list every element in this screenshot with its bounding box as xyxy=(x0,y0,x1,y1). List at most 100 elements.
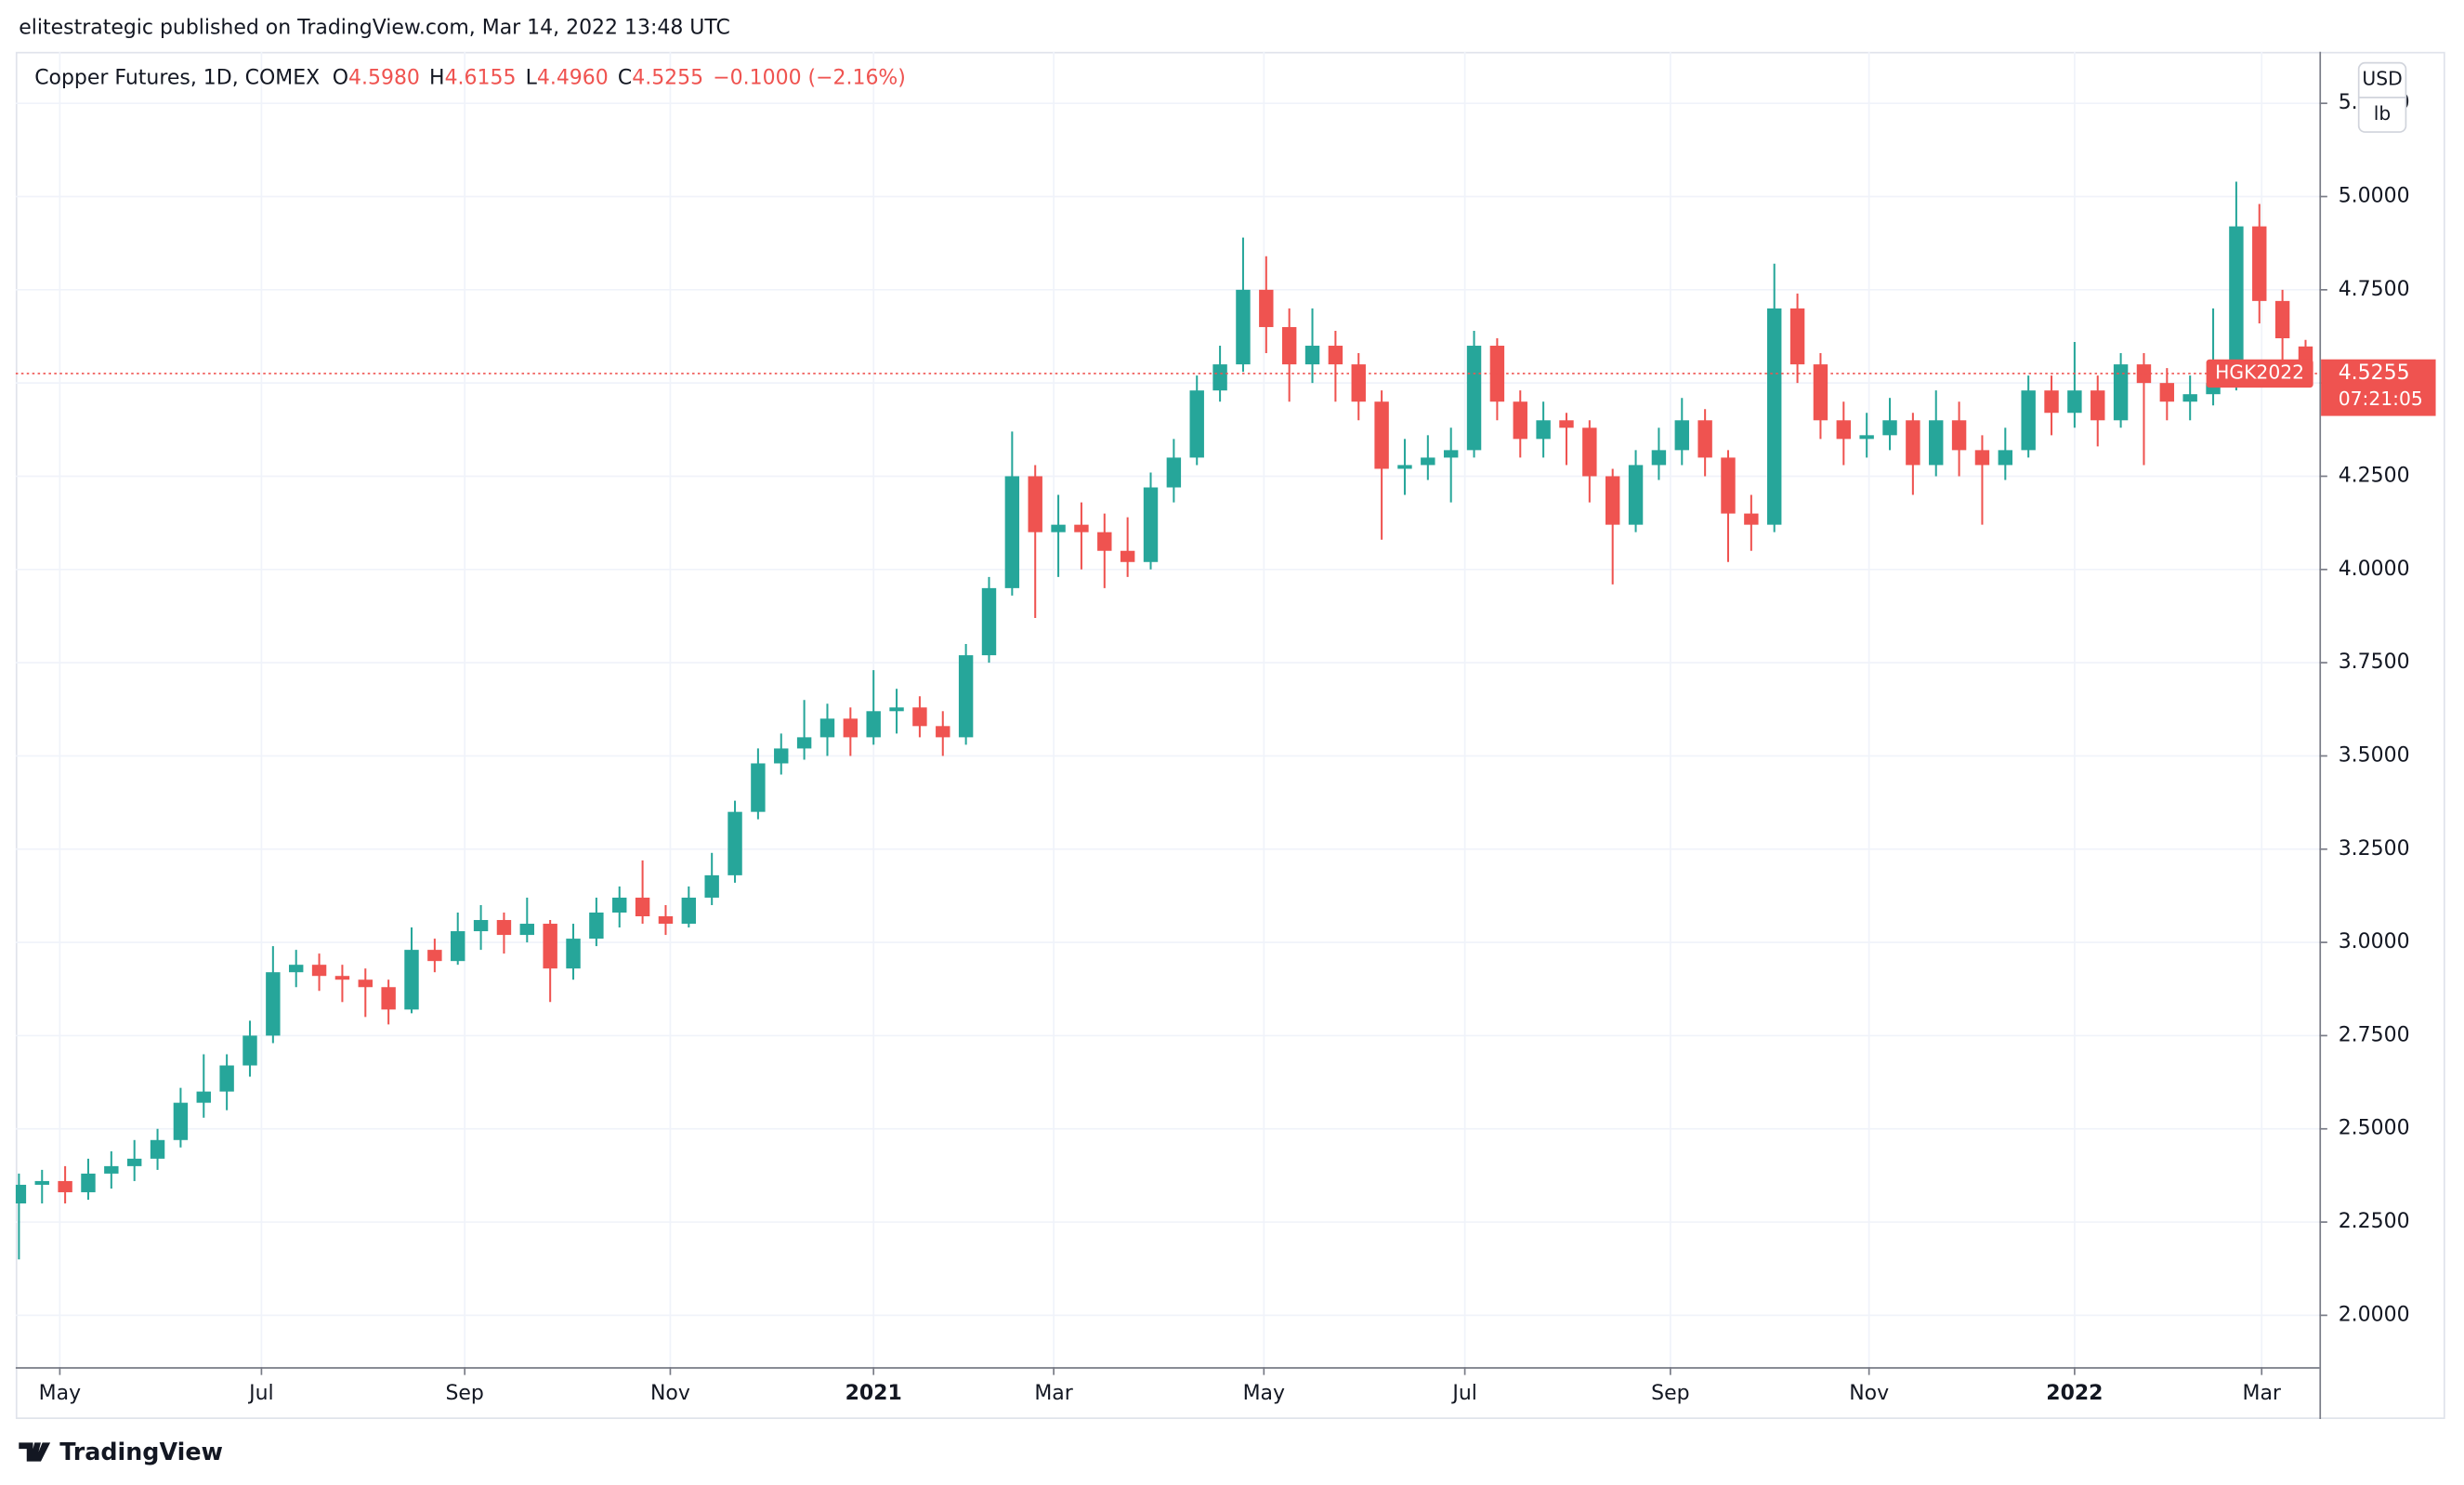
candle-body xyxy=(242,1035,257,1066)
ohlc-key: C xyxy=(618,67,632,90)
candle-body xyxy=(704,874,719,898)
y-tick-label: 2.7500 xyxy=(2339,1023,2410,1046)
candle-body xyxy=(589,912,604,940)
unit: lb xyxy=(2374,102,2392,125)
candle-body xyxy=(1674,420,1689,451)
candle-body xyxy=(1813,364,1828,421)
last-price: HGK2022 4.5255 07:21:05 xyxy=(15,359,2436,416)
price-label: 4.5255 xyxy=(2339,361,2410,385)
candle-body xyxy=(751,763,766,812)
candle-body xyxy=(519,924,535,936)
candle-body xyxy=(1421,457,1435,466)
x-tick-label: Nov xyxy=(650,1382,690,1405)
candle-body xyxy=(1559,420,1574,428)
x-tick-label: 2022 xyxy=(2046,1382,2103,1405)
candle-body xyxy=(658,916,674,925)
candle-body xyxy=(1304,346,1320,365)
brand-name: TradingView xyxy=(59,1438,223,1465)
candle-body xyxy=(1951,420,1967,451)
candle-body xyxy=(1836,420,1851,440)
y-tick-label: 4.0000 xyxy=(2339,558,2410,581)
candle-body xyxy=(150,1139,165,1159)
ohlc-value: 4.6155 xyxy=(445,67,517,90)
x-tick-label: 2021 xyxy=(845,1382,902,1405)
candle-body xyxy=(1004,476,1020,588)
ohlc-key: O xyxy=(333,67,348,90)
chart-frame xyxy=(15,51,2445,1419)
candle-body xyxy=(1351,364,1366,402)
candle-body xyxy=(451,931,465,962)
y-tick-label: 5.0000 xyxy=(2339,185,2410,208)
candle-body xyxy=(358,979,373,988)
candle-body xyxy=(1721,457,1736,514)
candle-body xyxy=(173,1102,189,1140)
candle-body xyxy=(1143,487,1159,562)
brand-logo: TradingView xyxy=(19,1438,223,1465)
candle-body xyxy=(912,707,927,727)
candle-body xyxy=(566,939,581,969)
candle-body xyxy=(334,976,350,980)
candle-body xyxy=(2252,226,2267,301)
countdown-label: 07:21:05 xyxy=(2339,388,2423,410)
candle-body xyxy=(2182,394,2197,402)
candle-body xyxy=(1097,532,1112,551)
ohlc-value: 4.4960 xyxy=(537,67,609,90)
axes: 2.0000 2.2500 2.5000 2.7500 3.0000 3.2500 3.50… xyxy=(39,91,2410,1405)
y-tick-label: 3.0000 xyxy=(2339,930,2410,953)
candle-body xyxy=(1536,420,1551,440)
x-tick-label: Nov xyxy=(1849,1382,1889,1405)
candle-body xyxy=(1120,550,1135,562)
candle-body xyxy=(1744,513,1759,525)
candle-body xyxy=(1466,346,1482,451)
candle-body xyxy=(381,987,396,1010)
candle-body xyxy=(1166,457,1182,488)
candle-body xyxy=(1074,524,1089,532)
candle-body xyxy=(727,811,742,875)
candle-body xyxy=(1397,465,1412,469)
candle-body xyxy=(404,950,419,1010)
candle-body xyxy=(1443,450,1459,458)
candle-body xyxy=(936,726,950,738)
candle-body xyxy=(543,924,557,969)
candle-body xyxy=(2136,364,2152,384)
candle-body xyxy=(1328,346,1343,365)
candle-body xyxy=(796,737,812,749)
candle-body xyxy=(1028,476,1042,532)
y-tick-label: 3.5000 xyxy=(2339,743,2410,767)
candle-body xyxy=(126,1158,142,1166)
x-tick-label: Mar xyxy=(1034,1382,1073,1405)
y-tick-label: 3.2500 xyxy=(2339,837,2410,861)
candle-body xyxy=(196,1091,211,1103)
candle-body xyxy=(1236,289,1251,365)
x-tick-label: Jul xyxy=(247,1382,274,1405)
x-tick-label: Sep xyxy=(445,1382,483,1405)
candle-body xyxy=(681,897,697,925)
candle-body xyxy=(1998,450,2013,466)
symbol: Copper Futures, 1D, COMEX xyxy=(34,67,320,90)
candle-body xyxy=(15,1184,27,1204)
candle-body xyxy=(1259,289,1274,327)
candle-body xyxy=(2067,390,2082,414)
legend-line: Copper Futures, 1D, COMEX O4.5980 H4.6155 L… xyxy=(34,67,906,90)
x-tick-label: Sep xyxy=(1651,1382,1689,1405)
candle-body xyxy=(2274,300,2290,338)
ohlc-value: 4.5255 xyxy=(632,67,703,90)
candle-body xyxy=(1789,308,1805,365)
candle-body xyxy=(2021,390,2036,451)
candle-body xyxy=(889,707,904,712)
candle-body xyxy=(1513,401,1527,440)
candle-body xyxy=(496,920,512,936)
x-tick-label: May xyxy=(39,1382,81,1405)
candle-body xyxy=(266,972,281,1036)
change: −0.1000 (−2.16%) xyxy=(713,67,906,90)
candle-body xyxy=(843,718,858,738)
x-tick-label: Mar xyxy=(2243,1382,2282,1405)
candle-body xyxy=(2113,364,2129,421)
candle-body xyxy=(289,965,304,973)
candle-body xyxy=(58,1180,72,1192)
candle-body xyxy=(1628,465,1644,525)
candle-body xyxy=(473,920,489,932)
candle-body xyxy=(981,587,997,656)
published-note: elitestrategic published on TradingView.… xyxy=(19,16,730,39)
